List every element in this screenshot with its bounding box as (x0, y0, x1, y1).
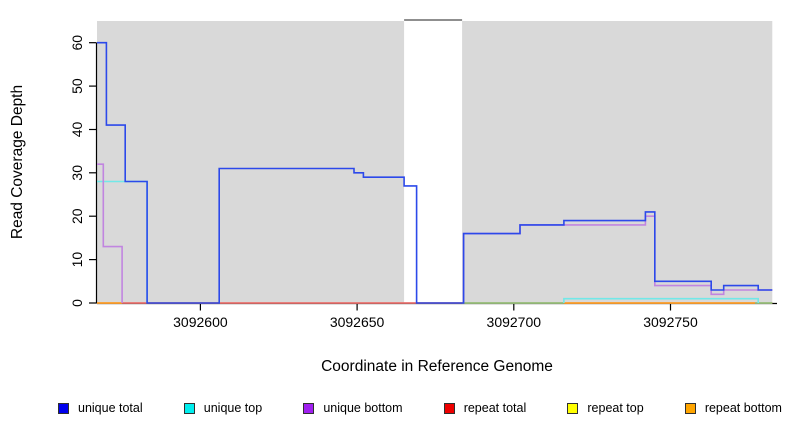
y-tick-label: 40 (69, 122, 85, 138)
legend: unique total unique top unique bottom repea… (58, 399, 782, 417)
coverage-chart: 0 10 20 30 40 50 60 3092600 3092650 3092700 309275… (9, 19, 777, 375)
covered-region-left (97, 21, 405, 303)
legend-item-unique-bottom: unique bottom (303, 401, 403, 415)
legend-item-unique-top: unique top (183, 401, 263, 415)
legend-item-repeat-top: repeat top (567, 401, 644, 415)
plot-svg: 0 10 20 30 40 50 60 3092600 3092650 3092700 309275… (9, 19, 777, 375)
shaded-regions (97, 19, 773, 303)
y-tick-label: 50 (69, 78, 85, 94)
legend-label: unique total (78, 401, 143, 415)
y-tick-label: 20 (69, 208, 85, 224)
x-axis-label: Coordinate in Reference Genome (321, 358, 553, 375)
series-unique-bottom (97, 163, 123, 303)
legend-label: repeat top (587, 401, 644, 415)
legend-swatch-icon (443, 402, 455, 414)
legend-label: repeat bottom (704, 401, 782, 415)
legend-swatch-icon (183, 402, 195, 414)
legend-label: repeat total (463, 401, 527, 415)
x-tick-label: 3092750 (643, 314, 698, 330)
legend-label: unique top (203, 401, 263, 415)
legend-item-unique-total: unique total (58, 401, 143, 415)
x-tick-label: 3092600 (173, 314, 228, 330)
series-lines (97, 41, 773, 304)
x-tick-label: 3092650 (330, 314, 385, 330)
y-tick-label: 60 (69, 35, 85, 51)
legend-swatch-icon (58, 402, 69, 414)
legend-swatch-icon (684, 402, 696, 414)
series-unique-top (563, 297, 760, 303)
y-tick-label: 30 (69, 165, 85, 181)
legend-swatch-icon (303, 402, 315, 414)
covered-region-right (462, 21, 773, 303)
x-tick-label: 3092700 (487, 314, 542, 330)
legend-item-repeat-total: repeat total (443, 401, 527, 415)
y-axis-label: Read Coverage Depth (9, 85, 26, 239)
series-unique-total (97, 41, 773, 304)
y-tick-label: 0 (69, 299, 85, 307)
legend-item-repeat-bottom: repeat bottom (684, 401, 782, 415)
y-tick-label: 10 (69, 252, 85, 268)
legend-label: unique bottom (323, 401, 403, 415)
legend-swatch-icon (567, 402, 579, 414)
